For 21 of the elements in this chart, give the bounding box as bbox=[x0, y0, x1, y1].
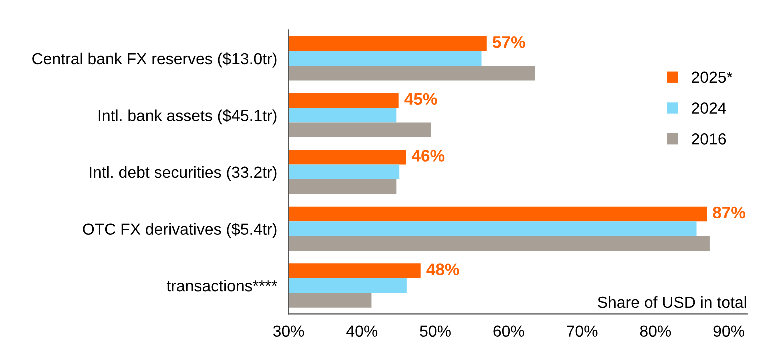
legend-label: 2016 bbox=[692, 134, 726, 145]
data-label: 87% bbox=[713, 206, 746, 219]
x-tick-label: 40% bbox=[346, 326, 378, 338]
data-label: 45% bbox=[404, 93, 438, 106]
y-tick-label: Intl. bank assets ($45.1tr) bbox=[98, 109, 277, 125]
legend-label: 2024 bbox=[692, 102, 726, 114]
y-tick-label: transactions**** bbox=[166, 280, 278, 292]
x-tick-label: 30% bbox=[273, 326, 304, 338]
y-tick-label: OTC FX derivatives ($5.4tr) bbox=[83, 223, 277, 238]
legend-label: 2025* bbox=[692, 72, 733, 84]
x-tick-label: 70% bbox=[567, 326, 598, 338]
x-tick-label: 90% bbox=[714, 326, 744, 338]
y-tick-label: Central bank FX reserves ($13.0tr) bbox=[32, 52, 277, 68]
x-tick-label: 50% bbox=[420, 326, 451, 338]
x-tick-label: 60% bbox=[494, 326, 524, 338]
y-tick-label: Intl. debt securities (33.2tr) bbox=[90, 166, 277, 182]
data-label: 46% bbox=[412, 150, 445, 162]
data-label: 48% bbox=[426, 264, 460, 276]
x-tick-label: 80% bbox=[640, 326, 672, 338]
data-label: 57% bbox=[492, 36, 526, 48]
x-axis-title: Share of USD in total bbox=[598, 296, 746, 308]
